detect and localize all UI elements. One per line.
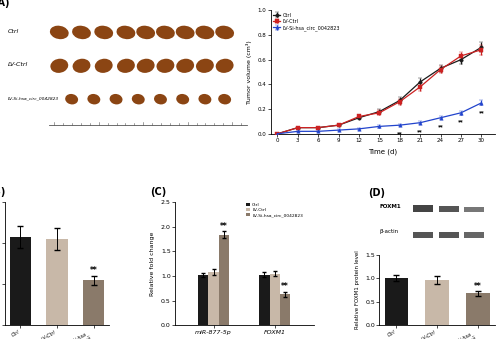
Ellipse shape [50, 59, 68, 73]
Text: **: ** [458, 120, 464, 125]
Text: **: ** [90, 266, 98, 275]
Ellipse shape [65, 94, 78, 104]
Text: Ctrl: Ctrl [8, 29, 18, 34]
Ellipse shape [72, 59, 90, 73]
Ellipse shape [156, 26, 175, 39]
Bar [219, 235, 230, 325]
Ellipse shape [196, 59, 214, 73]
Text: **: ** [478, 110, 484, 115]
Ellipse shape [136, 26, 155, 39]
Text: **: ** [220, 222, 228, 231]
Text: FOXM1: FOXM1 [380, 204, 401, 209]
Text: β-actin: β-actin [380, 229, 398, 234]
Ellipse shape [132, 94, 144, 104]
Ellipse shape [136, 59, 154, 73]
Text: LV-Si-hsa_circ_0042823: LV-Si-hsa_circ_0042823 [8, 96, 59, 100]
Text: LV-Ctrl: LV-Ctrl [8, 62, 28, 67]
Bar [10, 237, 31, 325]
X-axis label: Time (d): Time (d) [368, 148, 398, 155]
Y-axis label: Tumor volume (cm³): Tumor volume (cm³) [246, 40, 252, 104]
Bar [208, 272, 219, 325]
Bar [83, 280, 104, 325]
Ellipse shape [176, 26, 195, 39]
Ellipse shape [94, 26, 113, 39]
Bar [464, 232, 484, 238]
Bar [464, 207, 484, 212]
Legend: Ctrl, LV-Ctrl, LV-Si-hsa_circ_0042823: Ctrl, LV-Ctrl, LV-Si-hsa_circ_0042823 [271, 11, 342, 33]
Ellipse shape [154, 94, 167, 104]
Bar [466, 293, 489, 325]
Bar [270, 274, 280, 325]
Ellipse shape [72, 26, 91, 39]
Ellipse shape [50, 26, 68, 39]
Text: **: ** [397, 131, 402, 136]
Ellipse shape [196, 26, 214, 39]
Y-axis label: Relative fold change: Relative fold change [150, 232, 155, 296]
Bar [384, 278, 408, 325]
Bar [280, 294, 290, 325]
Ellipse shape [176, 59, 194, 73]
Ellipse shape [110, 94, 122, 104]
Bar [426, 280, 449, 325]
Bar [414, 205, 433, 212]
Ellipse shape [216, 59, 234, 73]
Ellipse shape [156, 59, 174, 73]
Bar [46, 239, 68, 325]
Ellipse shape [198, 94, 211, 104]
Bar [439, 206, 458, 212]
Text: **: ** [438, 124, 444, 129]
Bar [259, 275, 270, 325]
Ellipse shape [88, 94, 101, 104]
Ellipse shape [95, 59, 112, 73]
Text: **: ** [418, 129, 423, 134]
Text: (B): (B) [0, 187, 6, 197]
Ellipse shape [215, 26, 234, 39]
Ellipse shape [176, 94, 189, 104]
Legend: Ctrl, LV-Ctrl, LV-Si-hsa_circ_0042823: Ctrl, LV-Ctrl, LV-Si-hsa_circ_0042823 [244, 201, 305, 219]
Text: (A): (A) [0, 0, 9, 8]
Text: **: ** [474, 282, 482, 291]
Bar [198, 275, 208, 325]
Y-axis label: Relative FOXM1 protein level: Relative FOXM1 protein level [355, 251, 360, 330]
Ellipse shape [116, 26, 136, 39]
Text: (C): (C) [150, 187, 166, 197]
Text: **: ** [282, 282, 289, 291]
Text: (D): (D) [368, 188, 385, 198]
Ellipse shape [218, 94, 231, 104]
Bar [414, 232, 433, 238]
Bar [439, 232, 458, 238]
Ellipse shape [117, 59, 135, 73]
